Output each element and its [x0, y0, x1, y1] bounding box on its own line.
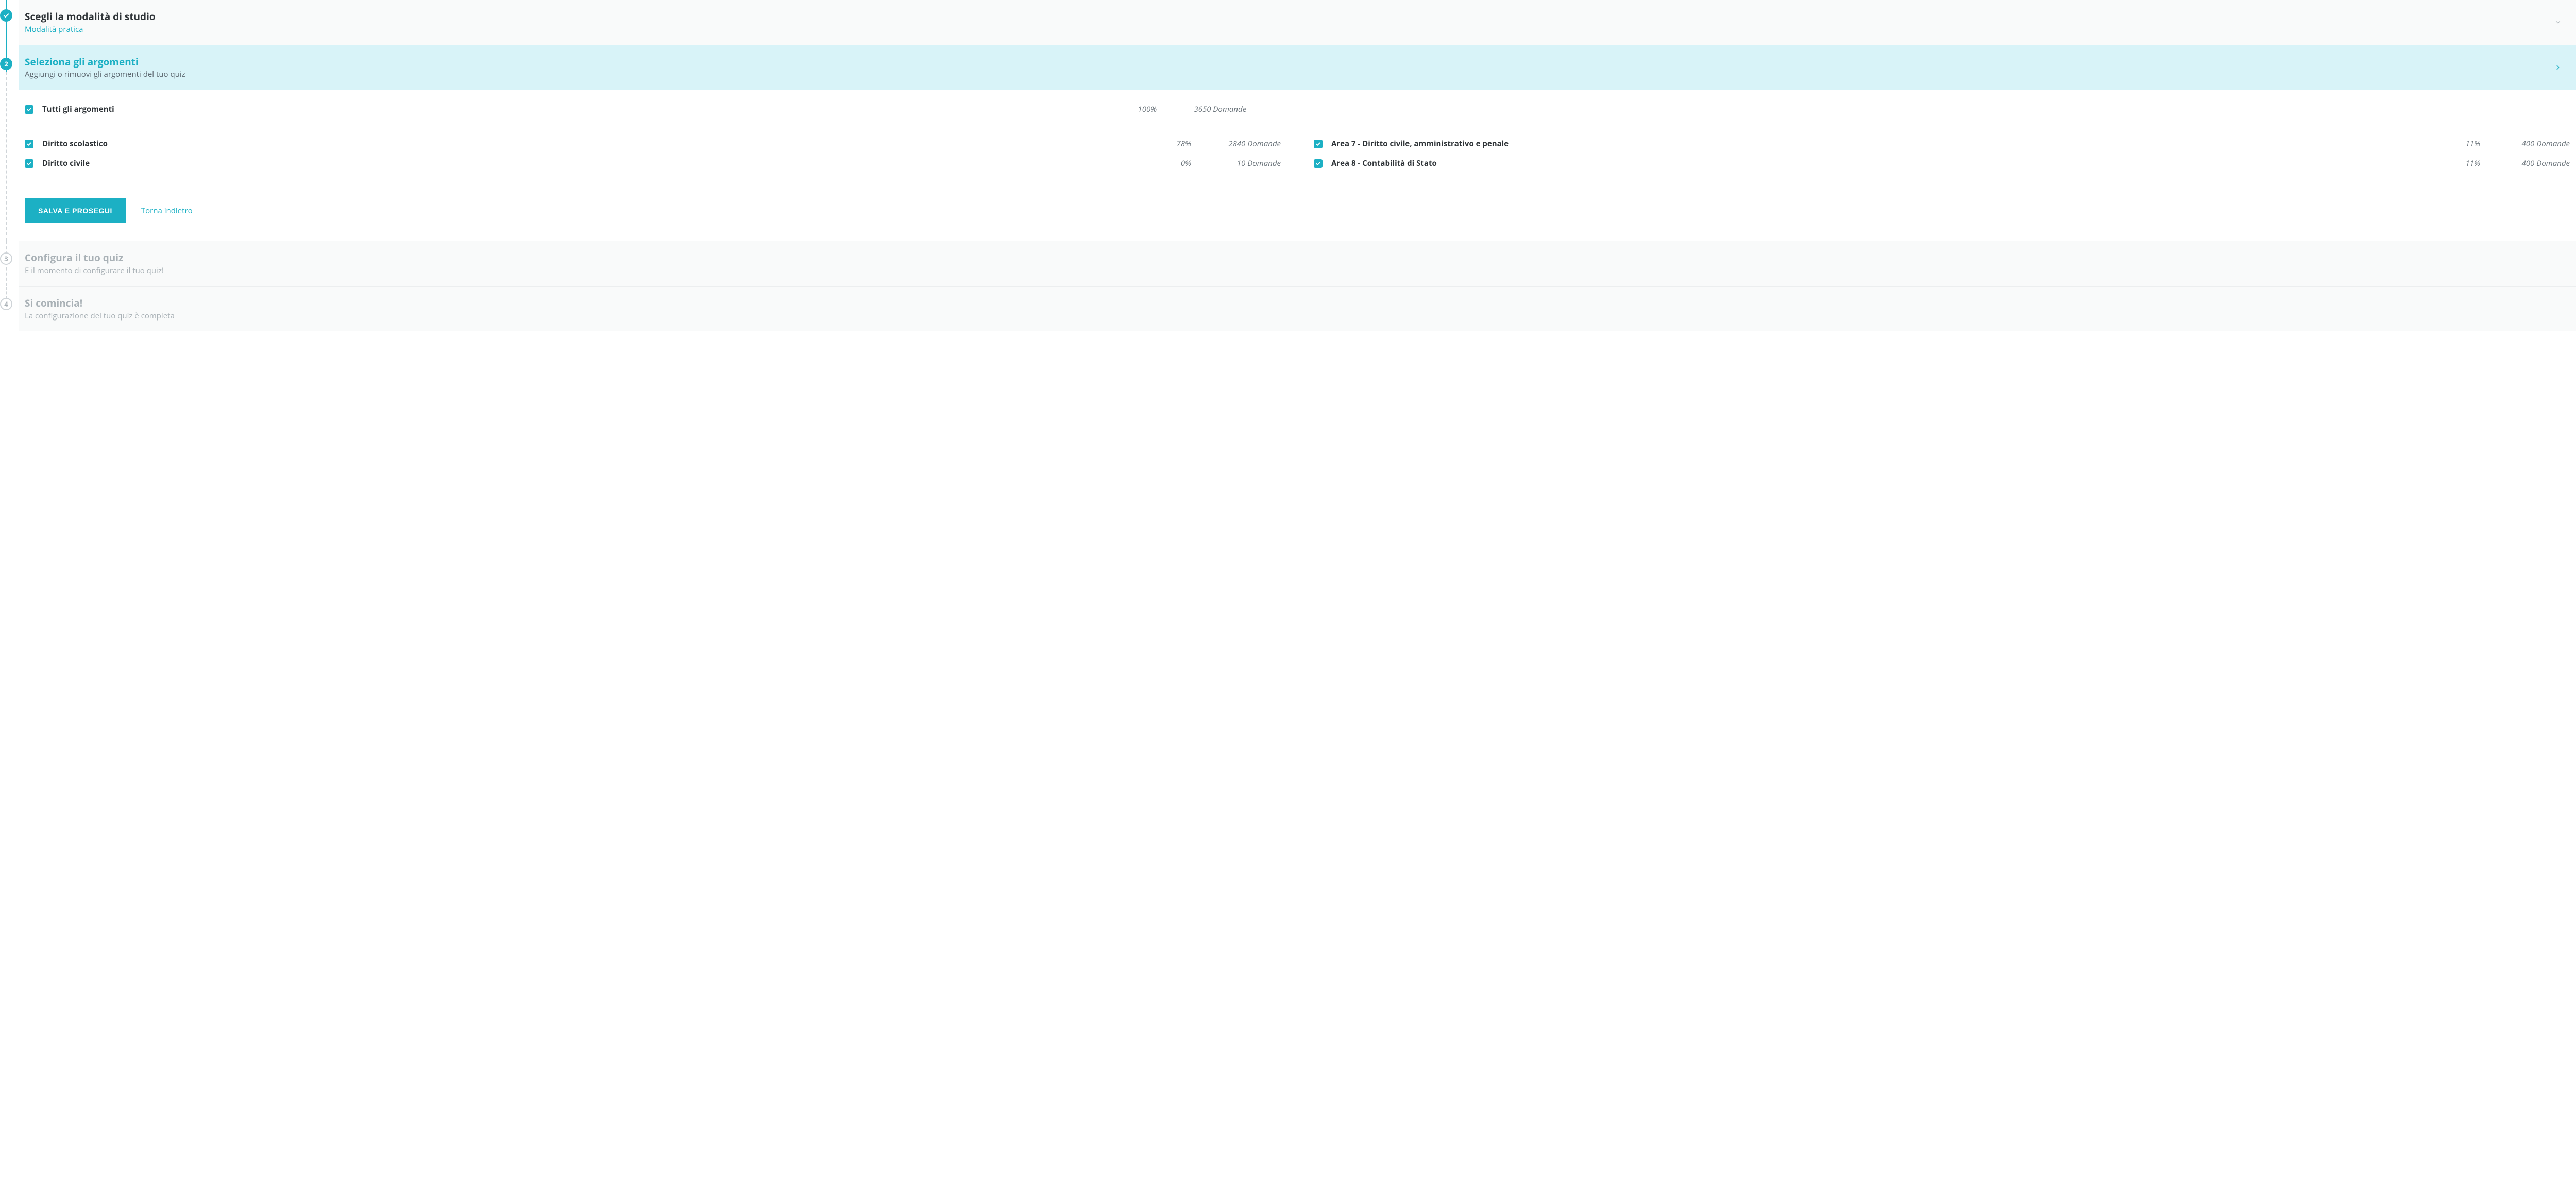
topic-pct: 78%: [1150, 139, 1191, 149]
step-4-titles: Si comincia! La configurazione del tuo q…: [25, 297, 175, 321]
step-3-header[interactable]: Configura il tuo quiz E il momento di co…: [19, 241, 2576, 286]
step-4-title: Si comincia!: [25, 297, 175, 310]
step-1-subtitle: Modalità pratica: [25, 24, 156, 35]
step-3-titles: Configura il tuo quiz E il momento di co…: [25, 251, 164, 276]
connector: [6, 0, 7, 45]
topic-row: Area 7 - Diritto civile, amministrativo …: [1314, 139, 2570, 149]
topic-label: Diritto scolastico: [42, 139, 1143, 149]
step-badge-active: 2: [0, 58, 12, 70]
checkbox[interactable]: [1314, 140, 1323, 148]
step-badge-done: [0, 9, 12, 22]
step-2-titles: Seleziona gli argomenti Aggiungi o rimuo…: [25, 56, 185, 80]
chevron-down-icon: [2554, 19, 2562, 26]
topic-label: Area 8 - Contabilità di Stato: [1331, 158, 2432, 169]
step-1-title: Scegli la modalità di studio: [25, 10, 156, 23]
step-1-header[interactable]: Scegli la modalità di studio Modalità pr…: [19, 0, 2576, 45]
step-3-title: Configura il tuo quiz: [25, 251, 164, 264]
save-continue-button[interactable]: SALVA E PROSEGUI: [25, 198, 126, 223]
checkbox[interactable]: [1314, 159, 1323, 168]
topic-pct: 0%: [1150, 158, 1191, 169]
topic-label: Diritto civile: [42, 158, 1143, 169]
topic-count: 400 Domande: [2487, 139, 2570, 149]
topic-row: Area 8 - Contabilità di Stato 11% 400 Do…: [1314, 158, 2570, 169]
wizard: Scegli la modalità di studio Modalità pr…: [0, 0, 2576, 331]
topic-count: 400 Domande: [2487, 158, 2570, 169]
topic-all-count: 3650 Domande: [1164, 104, 1246, 114]
topic-all-label: Tutti gli argomenti: [42, 104, 1108, 114]
check-icon: [26, 161, 32, 166]
step-2-header[interactable]: Seleziona gli argomenti Aggiungi o rimuo…: [19, 45, 2576, 90]
topics-grid: Diritto scolastico 78% 2840 Domande Area…: [25, 139, 2570, 169]
check-icon: [3, 12, 10, 19]
step-badge-pending: 4: [0, 298, 12, 310]
step-2-subtitle: Aggiungi o rimuovi gli argomenti del tuo…: [25, 69, 185, 79]
chevron-right-icon: [2554, 64, 2562, 71]
topic-all-row: Tutti gli argomenti 100% 3650 Domande: [25, 104, 1246, 127]
checkbox-all[interactable]: [25, 105, 33, 114]
step-1: Scegli la modalità di studio Modalità pr…: [19, 0, 2576, 45]
topic-count: 10 Domande: [1198, 158, 1281, 169]
topic-row: Diritto scolastico 78% 2840 Domande: [25, 139, 1281, 149]
step-4-subtitle: La configurazione del tuo quiz è complet…: [25, 311, 175, 321]
topic-row: Diritto civile 0% 10 Domande: [25, 158, 1281, 169]
checkbox[interactable]: [25, 159, 33, 168]
step-2-title: Seleziona gli argomenti: [25, 56, 185, 69]
step-4: 4 Si comincia! La configurazione del tuo…: [19, 286, 2576, 331]
topic-count: 2840 Domande: [1198, 139, 1281, 149]
check-icon: [26, 107, 32, 112]
step-2: 2 Seleziona gli argomenti Aggiungi o rim…: [19, 45, 2576, 241]
check-icon: [1315, 161, 1321, 166]
topic-pct: 11%: [2439, 139, 2480, 149]
topic-label: Area 7 - Diritto civile, amministrativo …: [1331, 139, 2432, 149]
check-icon: [1315, 141, 1321, 147]
topic-all-pct: 100%: [1115, 104, 1157, 114]
connector: [6, 72, 7, 241]
check-icon: [26, 141, 32, 147]
topic-pct: 11%: [2439, 158, 2480, 169]
checkbox[interactable]: [25, 140, 33, 148]
step-4-header[interactable]: Si comincia! La configurazione del tuo q…: [19, 287, 2576, 331]
step-3-subtitle: E il momento di configurare il tuo quiz!: [25, 265, 164, 276]
step-3: 3 Configura il tuo quiz E il momento di …: [19, 241, 2576, 286]
back-link[interactable]: Torna indietro: [141, 206, 193, 216]
step-2-body: Tutti gli argomenti 100% 3650 Domande Di…: [19, 90, 2576, 241]
step-badge-pending: 3: [0, 252, 12, 265]
actions: SALVA E PROSEGUI Torna indietro: [25, 198, 2570, 223]
step-1-titles: Scegli la modalità di studio Modalità pr…: [25, 10, 156, 35]
